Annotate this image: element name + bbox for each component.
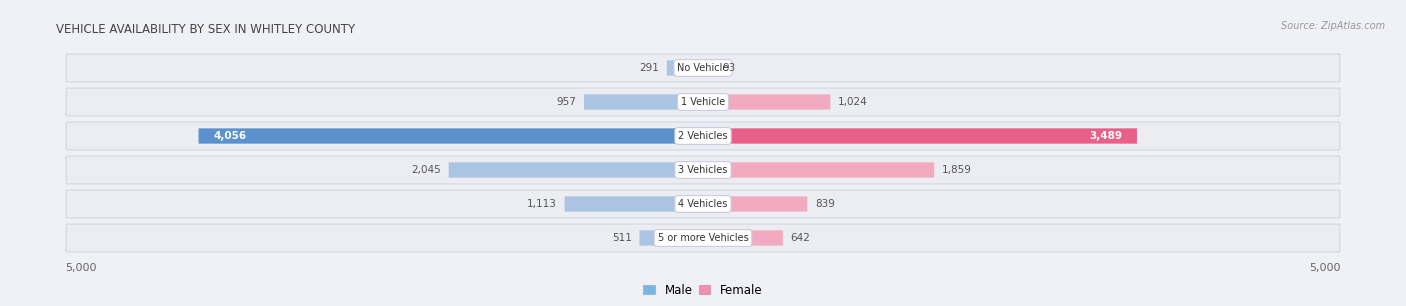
Text: 957: 957: [557, 97, 576, 107]
FancyBboxPatch shape: [583, 94, 703, 110]
Text: 4,056: 4,056: [214, 131, 246, 141]
FancyBboxPatch shape: [703, 162, 934, 178]
Text: 1,859: 1,859: [942, 165, 972, 175]
Text: 1,113: 1,113: [527, 199, 557, 209]
Text: 642: 642: [790, 233, 810, 243]
FancyBboxPatch shape: [640, 230, 703, 246]
FancyBboxPatch shape: [198, 128, 703, 144]
FancyBboxPatch shape: [703, 94, 831, 110]
Text: 291: 291: [640, 63, 659, 73]
Text: 5 or more Vehicles: 5 or more Vehicles: [658, 233, 748, 243]
Text: 2 Vehicles: 2 Vehicles: [678, 131, 728, 141]
Text: 3,489: 3,489: [1090, 131, 1122, 141]
Text: 1,024: 1,024: [838, 97, 868, 107]
Text: 1 Vehicle: 1 Vehicle: [681, 97, 725, 107]
FancyBboxPatch shape: [66, 122, 1340, 150]
FancyBboxPatch shape: [565, 196, 703, 212]
Text: 839: 839: [815, 199, 835, 209]
Text: VEHICLE AVAILABILITY BY SEX IN WHITLEY COUNTY: VEHICLE AVAILABILITY BY SEX IN WHITLEY C…: [56, 23, 356, 36]
FancyBboxPatch shape: [666, 60, 703, 76]
Text: 511: 511: [612, 233, 631, 243]
FancyBboxPatch shape: [703, 196, 807, 212]
Text: 3 Vehicles: 3 Vehicles: [678, 165, 728, 175]
FancyBboxPatch shape: [66, 156, 1340, 184]
FancyBboxPatch shape: [66, 224, 1340, 252]
FancyBboxPatch shape: [703, 128, 1137, 144]
Text: 4 Vehicles: 4 Vehicles: [678, 199, 728, 209]
FancyBboxPatch shape: [703, 230, 783, 246]
FancyBboxPatch shape: [66, 54, 1340, 82]
Text: Source: ZipAtlas.com: Source: ZipAtlas.com: [1281, 21, 1385, 32]
FancyBboxPatch shape: [449, 162, 703, 178]
Legend: Male, Female: Male, Female: [638, 279, 768, 301]
Text: 2,045: 2,045: [412, 165, 441, 175]
Text: No Vehicle: No Vehicle: [678, 63, 728, 73]
FancyBboxPatch shape: [66, 88, 1340, 116]
FancyBboxPatch shape: [703, 60, 714, 76]
Text: 93: 93: [723, 63, 735, 73]
FancyBboxPatch shape: [66, 190, 1340, 218]
